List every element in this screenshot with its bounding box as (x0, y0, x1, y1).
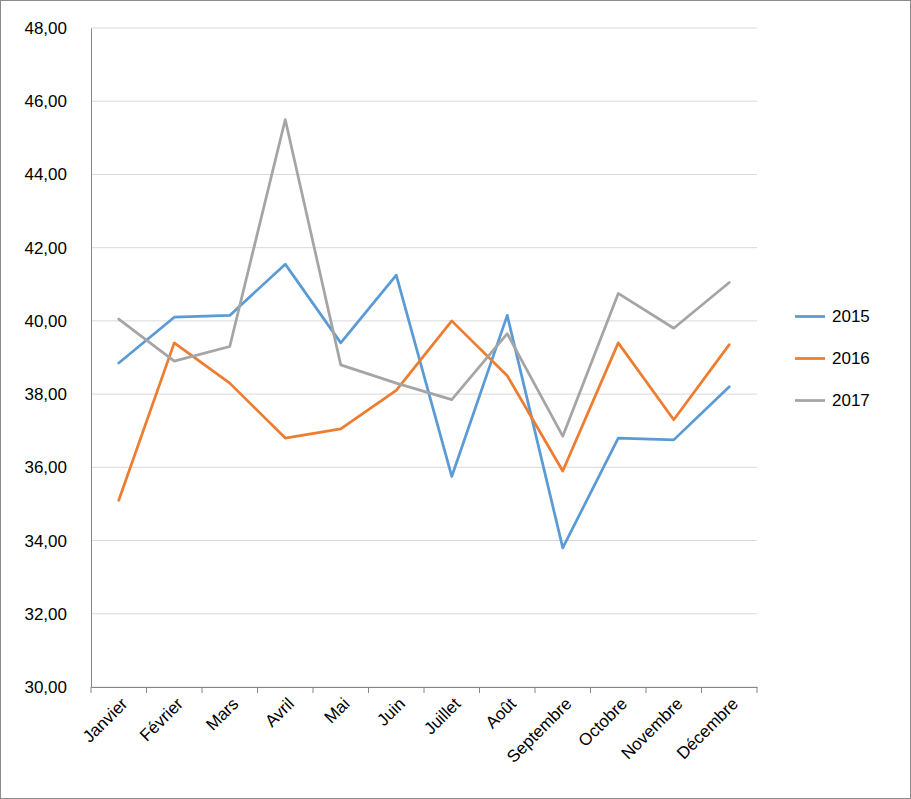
y-tick: 38,00 (24, 385, 91, 404)
x-axis: JanvierFévrier Mars Avril Mai Juin Juillet Aoû… (79, 687, 757, 767)
y-tick: 40,00 (24, 312, 91, 331)
series-line (119, 321, 730, 500)
y-tick-label: 36,00 (24, 458, 67, 477)
x-tick-label: Mai (321, 694, 354, 727)
grid-line (91, 247, 757, 248)
legend-label: 2015 (832, 307, 870, 326)
y-tick: 44,00 (24, 165, 91, 184)
x-boundary-tick (535, 687, 536, 693)
y-tick-label: 34,00 (24, 531, 67, 550)
x-tick-label: Juin (373, 694, 408, 729)
y-axis: 30,00 32,00 34,00 36,00 38,00 40,00 42,00 44,00… (24, 19, 91, 697)
grid (91, 28, 757, 687)
x-boundary-ticks (91, 687, 757, 693)
x-boundary-tick (202, 687, 203, 693)
x-tick: Décembre (673, 687, 742, 763)
chart-border (1, 1, 911, 799)
grid-line (91, 613, 757, 614)
x-boundary-tick (424, 687, 425, 693)
y-axis-line (91, 29, 92, 688)
x-boundary-tick (368, 687, 369, 693)
x-tick: Octobre (575, 687, 631, 750)
y-tick-label: 48,00 (24, 19, 67, 38)
x-tick-label: Septembre (503, 694, 575, 766)
x-tick-label: Février (136, 694, 187, 745)
x-tick: Août (482, 687, 520, 732)
x-boundary-tick (479, 687, 480, 693)
y-tick: 42,00 (24, 239, 91, 258)
x-tick-label: Mars (202, 694, 242, 734)
legend: 2015 2016 2017 (795, 307, 870, 410)
legend-item: 2015 (795, 307, 870, 326)
x-tick-label: Juillet (420, 694, 464, 738)
x-tick: Janvier (79, 687, 131, 746)
grid-line (91, 320, 757, 321)
legend-item: 2017 (795, 391, 870, 410)
grid-line (91, 467, 757, 468)
y-tick: 36,00 (24, 458, 91, 477)
legend-swatch (795, 357, 825, 360)
y-tick-label: 42,00 (24, 239, 67, 258)
y-tick: 34,00 (24, 531, 91, 550)
x-boundary-tick (313, 687, 314, 693)
x-tick: Juillet (420, 687, 464, 738)
y-tick-label: 46,00 (24, 92, 67, 111)
x-boundary-tick (757, 687, 758, 693)
x-tick: Mars (202, 687, 242, 734)
y-tick: 30,00 (24, 678, 91, 697)
grid-line (91, 28, 757, 29)
x-tick: Juin (373, 687, 408, 730)
x-boundary-tick (701, 687, 702, 693)
legend-swatch (795, 399, 825, 402)
x-tick-label: Avril (261, 694, 298, 731)
y-tick-label: 38,00 (24, 385, 67, 404)
lines (119, 120, 730, 548)
legend-item: 2016 (795, 349, 870, 368)
x-boundary-tick (590, 687, 591, 693)
x-boundary-tick (146, 687, 147, 693)
x-tick: Février (136, 687, 187, 745)
chart: 30,00 32,00 34,00 36,00 38,00 40,00 42,00 44,00… (0, 0, 911, 799)
y-tick-label: 44,00 (24, 165, 67, 184)
grid-line (91, 174, 757, 175)
x-tick-label: Décembre (673, 694, 742, 763)
y-tick: 32,00 (24, 605, 91, 624)
grid-line (91, 540, 757, 541)
y-tick: 46,00 (24, 92, 91, 111)
x-tick-label: Août (482, 694, 520, 732)
x-tick-label: Octobre (575, 694, 631, 750)
y-tick-label: 32,00 (24, 605, 67, 624)
x-boundary-tick (257, 687, 258, 693)
x-tick: Mai (321, 687, 354, 727)
grid-line (91, 101, 757, 102)
x-tick: Avril (261, 687, 298, 731)
x-boundary-tick (91, 687, 92, 693)
legend-swatch (795, 315, 825, 318)
legend-label: 2017 (832, 391, 870, 410)
y-tick-label: 40,00 (24, 312, 67, 331)
x-tick-label: Janvier (79, 694, 131, 746)
series-line (119, 120, 730, 437)
y-tick: 48,00 (24, 19, 91, 38)
legend-label: 2016 (832, 349, 870, 368)
plot-area: 30,00 32,00 34,00 36,00 38,00 40,00 42,00 44,00… (24, 19, 757, 767)
x-boundary-tick (646, 687, 647, 693)
y-tick-label: 30,00 (24, 678, 67, 697)
x-tick: Septembre (503, 687, 575, 767)
